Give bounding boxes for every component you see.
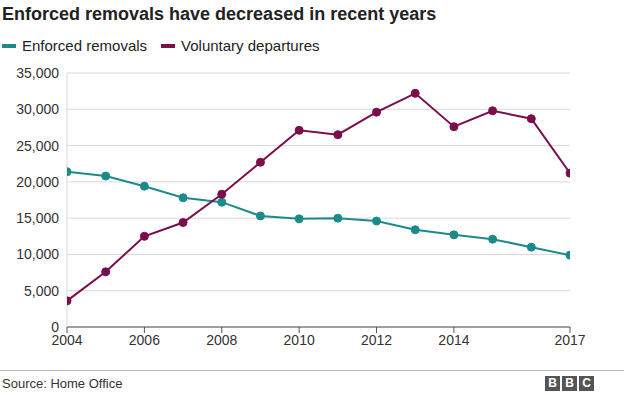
svg-text:2006: 2006 (129, 332, 160, 348)
svg-text:2004: 2004 (51, 331, 83, 348)
svg-text:2008: 2008 (206, 332, 237, 348)
svg-text:15,000: 15,000 (16, 210, 59, 226)
html-text:B: B (548, 376, 557, 390)
svg-text:25,000: 25,000 (16, 138, 59, 154)
svg-text:35,000: 35,000 (16, 65, 59, 81)
svg-text:2012: 2012 (361, 332, 392, 348)
svg-text:0: 0 (51, 319, 59, 335)
html-text:Enforced removals: Enforced removals (22, 37, 148, 54)
html-text:B: B (565, 376, 574, 390)
svg-text:5,000: 5,000 (24, 283, 59, 299)
svg-text:2010: 2010 (284, 332, 315, 348)
svg-text:2017: 2017 (554, 332, 585, 348)
html-text:Source: Home Office: Source: Home Office (2, 376, 123, 391)
svg-text:30,000: 30,000 (16, 101, 59, 117)
svg-text:2014: 2014 (438, 332, 469, 348)
html-text:C: C (582, 376, 591, 390)
svg-text:10,000: 10,000 (16, 246, 59, 262)
svg-text:20,000: 20,000 (16, 174, 59, 190)
html-text:Enforced removals have decreas: Enforced removals have decreased in rece… (2, 4, 437, 24)
html-text:Voluntary departures: Voluntary departures (181, 37, 320, 54)
